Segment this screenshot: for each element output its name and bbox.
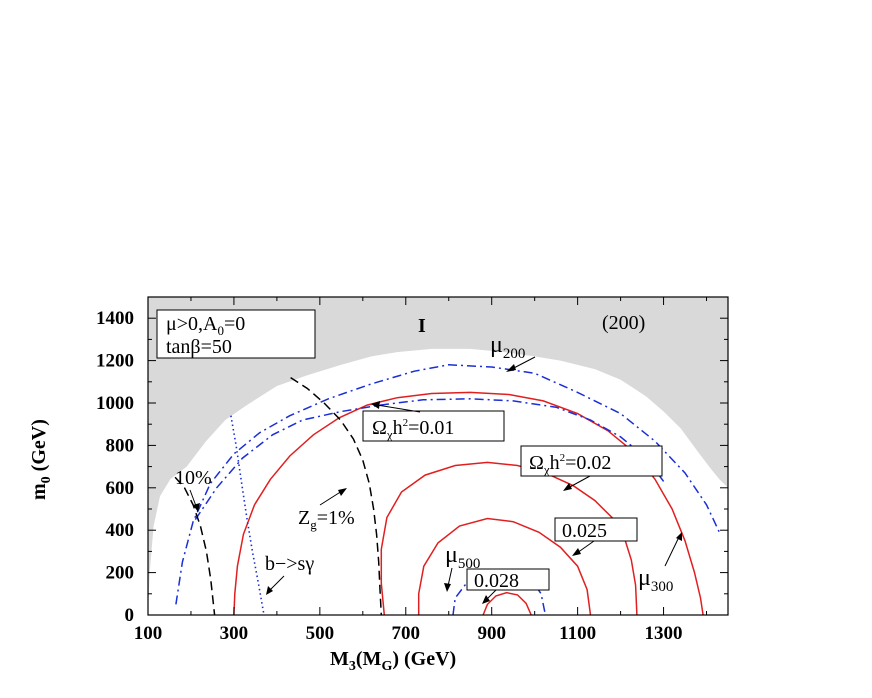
x-tick-label: 700 — [392, 623, 421, 644]
series-line-8 — [174, 476, 216, 615]
y-tick-label: 600 — [106, 478, 135, 499]
y-tick-label: 1000 — [96, 393, 134, 414]
series-line-3 — [482, 591, 532, 615]
panel-label: (200) — [602, 312, 645, 334]
plot-area: 100 300 500 700 900 1100 1300 0 200 400 600 800 1000… — [96, 296, 729, 644]
mu500-arrowhead — [444, 583, 451, 592]
series-line-0 — [233, 391, 704, 615]
relic-0.01-arrow — [376, 404, 421, 413]
parameter-box — [156, 309, 316, 359]
y-tick-label: 800 — [106, 435, 135, 456]
y-tick-label: 0 — [125, 605, 135, 626]
series-line-5 — [194, 398, 665, 521]
parameter-line-1: μ>0,A0=0 — [166, 313, 245, 338]
mu300-label: μ300 — [638, 565, 673, 595]
relic-0.025-arrowhead — [572, 548, 581, 556]
relic-0.01-label: Ωχh2=0.01 — [372, 417, 454, 442]
series-line-2 — [417, 517, 592, 615]
bsg-label: b−>sγ — [265, 553, 314, 575]
series-line-1 — [380, 461, 638, 615]
excluded-region-label: I — [418, 315, 426, 337]
annotations: μ>0,A0=0 tanβ=50 I (200) μ200 Ωχh2=0.01 … — [156, 309, 682, 604]
mu500-label: μ500 — [445, 542, 480, 572]
relic-0.025-arrow — [576, 540, 595, 554]
relic-0.025-box — [554, 517, 638, 542]
series-line-4 — [175, 364, 721, 605]
zg-arrow — [319, 490, 343, 506]
relic-0.02-arrowhead — [563, 483, 572, 491]
series-line-9 — [230, 415, 265, 615]
mu200-arrowhead — [506, 364, 516, 372]
ten-percent-arrow — [189, 489, 197, 507]
relic-0.025-label: 0.025 — [562, 520, 607, 542]
bsg-arrow — [269, 575, 285, 591]
ten-percent-label: 10% — [175, 467, 212, 489]
parameter-line-2: tanβ=50 — [166, 336, 232, 358]
relic-0.01-box — [362, 410, 505, 442]
x-tick-label: 1100 — [559, 623, 596, 644]
y-tick-label: 1200 — [96, 351, 134, 372]
y-tick-label: 1400 — [96, 308, 134, 329]
x-tick-label: 100 — [134, 623, 163, 644]
x-tick-label: 900 — [477, 623, 506, 644]
y-axis-title: m0 (GeV) — [28, 419, 54, 500]
y-tick-label: 200 — [106, 563, 135, 584]
plot-frame — [147, 296, 729, 616]
relic-0.02-label: Ωχh2=0.02 — [529, 452, 611, 477]
mu200-label: μ200 — [490, 332, 525, 362]
x-tick-label: 1300 — [645, 623, 683, 644]
bsg-arrowhead — [266, 586, 273, 595]
relic-0.02-arrow — [567, 475, 591, 489]
y-tick-label: 400 — [106, 520, 135, 541]
relic-0.028-label: 0.028 — [474, 570, 519, 592]
mu300-arrowhead — [676, 532, 682, 541]
x-tick-label: 500 — [306, 623, 335, 644]
mu300-arrow — [664, 536, 680, 567]
zg-arrowhead — [338, 488, 347, 496]
mu500-arrow — [447, 567, 453, 587]
relic-0.01-arrowhead — [371, 401, 380, 409]
relic-0.028-box — [466, 568, 550, 591]
zg-label: Zg=1% — [298, 507, 355, 532]
ten-percent-arrowhead — [193, 503, 200, 512]
relic-0.028-arrowhead — [482, 595, 490, 604]
x-tick-label: 300 — [220, 623, 249, 644]
excluded-region — [148, 297, 728, 615]
x-axis-title: M3(MG) (GeV) — [330, 648, 456, 674]
relic-0.02-box — [520, 445, 663, 477]
